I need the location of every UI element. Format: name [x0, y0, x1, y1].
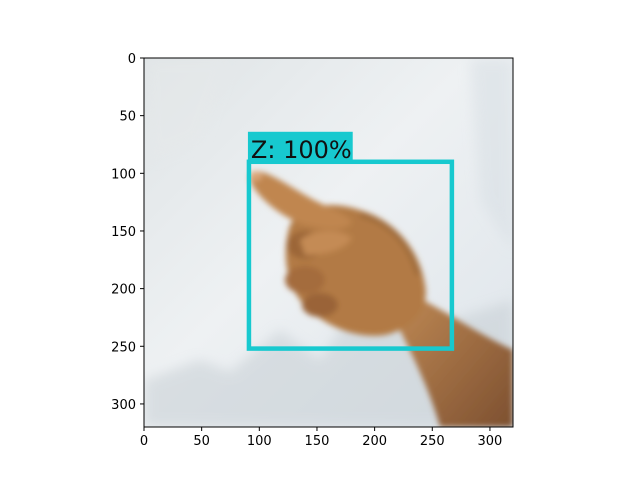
x-tick-label: 150 [305, 434, 330, 449]
detection-label-background [247, 131, 353, 162]
y-tick-label: 100 [111, 167, 136, 182]
hand [249, 171, 513, 427]
axes-frame [143, 57, 514, 428]
x-tick-label: 250 [420, 434, 445, 449]
x-tick-label: 0 [140, 434, 148, 449]
x-tick-label: 300 [478, 434, 503, 449]
x-tick-label: 200 [362, 434, 387, 449]
y-tick-label: 50 [119, 110, 136, 125]
y-tick-label: 150 [111, 225, 136, 240]
y-axis: 0 50 100 150 200 250 300 [111, 52, 144, 413]
x-axis: 0 50 100 150 200 250 300 [140, 427, 502, 449]
photo [144, 58, 513, 427]
detection-overlay: Z: 100% [246, 131, 455, 351]
x-tick-label: 100 [247, 434, 272, 449]
detection-label: Z: 100% [251, 136, 352, 164]
y-tick-label: 200 [111, 283, 136, 298]
y-tick-label: 0 [128, 52, 136, 67]
x-tick-label: 50 [193, 434, 210, 449]
y-tick-label: 250 [111, 340, 136, 355]
y-tick-label: 300 [111, 398, 136, 413]
